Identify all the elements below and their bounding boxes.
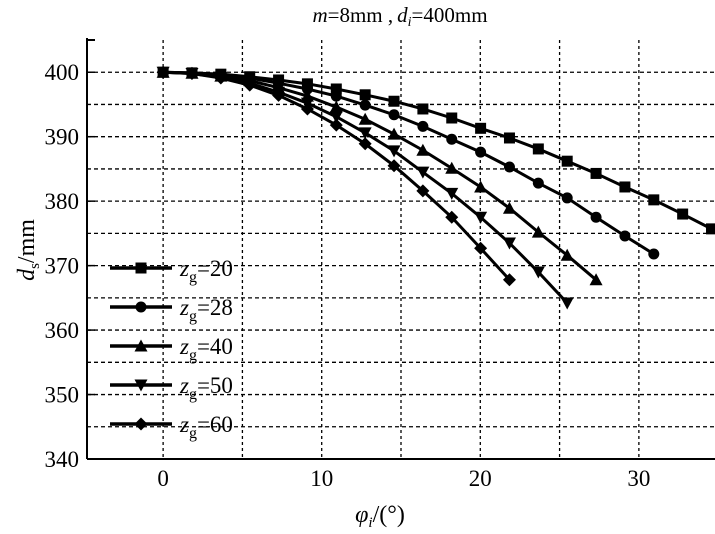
y-tick-label: 350 — [45, 383, 80, 408]
x-tick-label: 0 — [157, 466, 169, 491]
data-point-square — [504, 132, 515, 143]
data-point-circle — [446, 134, 457, 145]
data-point-circle — [533, 178, 544, 189]
legend-marker-square — [136, 263, 147, 274]
data-point-circle — [417, 121, 428, 132]
data-point-triangle-down — [561, 298, 574, 310]
y-tick-label: 380 — [45, 189, 80, 214]
x-axis-label: φi/(°) — [355, 502, 405, 529]
legend-label: zg=40 — [179, 334, 233, 364]
legend-item: zg=50 — [110, 373, 233, 403]
data-point-square — [475, 123, 486, 134]
legend-label: zg=20 — [179, 256, 233, 286]
y-tick-label: 370 — [45, 254, 80, 279]
data-point-square — [706, 223, 715, 234]
data-point-square — [619, 181, 630, 192]
x-tick-label: 20 — [469, 466, 492, 491]
data-point-circle — [389, 109, 400, 120]
data-point-circle — [562, 192, 573, 203]
legend-label: zg=60 — [179, 412, 233, 442]
series-line — [163, 72, 596, 280]
data-point-square — [591, 168, 602, 179]
data-point-triangle-up — [445, 162, 458, 174]
y-tick-label: 400 — [45, 60, 80, 85]
data-point-triangle-up — [416, 144, 429, 156]
data-point-circle — [475, 147, 486, 158]
data-point-square — [648, 194, 659, 205]
x-tick-label: 30 — [627, 466, 650, 491]
data-point-square — [417, 103, 428, 114]
legend-label: zg=50 — [179, 373, 233, 403]
legend-marker-diamond — [135, 418, 148, 431]
y-axis-label: ds/mm — [14, 219, 43, 281]
data-point-circle — [504, 161, 515, 172]
data-point-circle — [360, 100, 371, 111]
legend-marker-circle — [136, 302, 147, 313]
y-tick-label: 360 — [45, 318, 80, 343]
legend-label: zg=28 — [179, 295, 233, 325]
data-point-square — [562, 156, 573, 167]
data-point-circle — [648, 249, 659, 260]
legend-item: zg=40 — [110, 334, 233, 364]
data-point-square — [360, 89, 371, 100]
legend-item: zg=20 — [110, 256, 233, 286]
data-point-square — [677, 209, 688, 220]
data-point-circle — [619, 230, 630, 241]
data-point-circle — [591, 212, 602, 223]
y-tick-label: 390 — [45, 125, 80, 150]
data-point-square — [533, 143, 544, 154]
y-tick-label: 340 — [45, 447, 80, 472]
data-point-square — [446, 112, 457, 123]
data-point-square — [389, 96, 400, 107]
chart-title: m=8mm ,di=400mm — [312, 3, 487, 30]
series-zg=20 — [158, 67, 715, 235]
data-point-triangle-up — [388, 128, 401, 140]
legend-item: zg=28 — [110, 295, 233, 325]
data-point-circle — [331, 91, 342, 102]
x-tick-label: 10 — [310, 466, 333, 491]
series-group — [157, 66, 715, 310]
legend: zg=20 zg=28 zg=40 zg=50 zg=60 — [110, 256, 233, 442]
